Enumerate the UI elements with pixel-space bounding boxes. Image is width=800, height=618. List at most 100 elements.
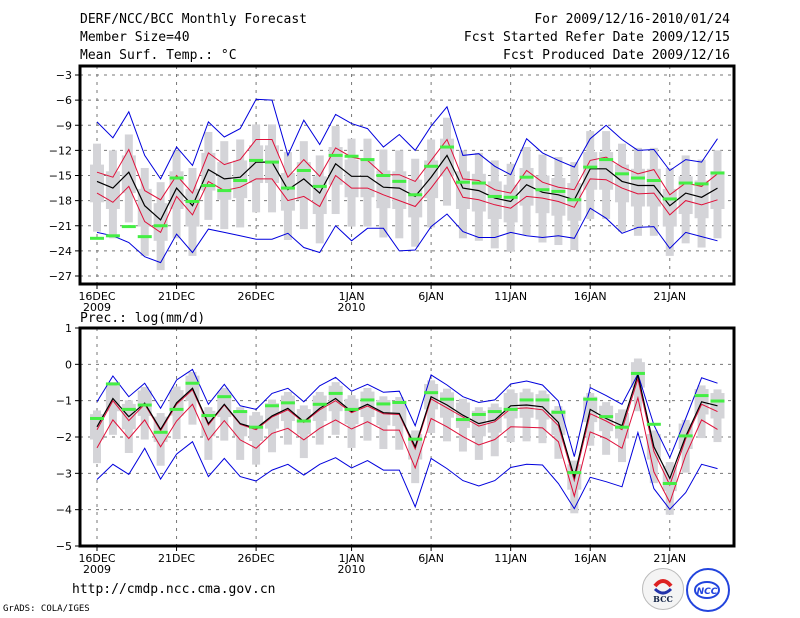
precip-axis-title: Prec.: log(mm/d): [80, 311, 205, 326]
x-tick-year-label: 2009: [83, 301, 111, 314]
observed-marker: [535, 188, 550, 192]
observed-marker: [153, 430, 168, 434]
forecast-produced-date: Fcst Produced Date 2009/12/16: [503, 48, 730, 63]
observed-marker: [487, 194, 502, 198]
observed-marker: [424, 164, 439, 168]
y-tick-label: −1: [56, 395, 72, 408]
ensemble-box: [296, 162, 311, 200]
observed-marker: [615, 425, 630, 429]
y-tick-label: −18: [49, 195, 72, 208]
ensemble-box: [503, 184, 518, 223]
observed-marker: [201, 184, 216, 188]
y-tick-label: −9: [56, 119, 72, 132]
y-tick-label: −21: [49, 220, 72, 233]
observed-marker: [471, 412, 486, 416]
observed-marker: [296, 419, 311, 423]
x-tick-year-label: 2010: [338, 301, 366, 314]
observed-marker: [90, 236, 104, 240]
ncc-logo: NCC: [686, 568, 730, 612]
observed-marker: [424, 391, 439, 395]
x-tick-label: 6JAN: [418, 552, 444, 565]
x-tick-year-label: 2009: [83, 563, 111, 576]
forecast-start-date: Fcst Started Refer Date 2009/12/15: [463, 30, 730, 45]
series-mean-line: [96, 154, 718, 221]
ensemble-box: [583, 152, 598, 190]
ensemble-box: [535, 175, 550, 214]
observed-marker: [201, 414, 216, 418]
ensemble-box: [90, 164, 104, 203]
source-url[interactable]: http://cmdp.ncc.cma.gov.cn: [72, 582, 276, 597]
observed-marker: [662, 197, 677, 201]
observed-marker: [185, 199, 200, 203]
x-tick-label: 11JAN: [494, 290, 527, 303]
observed-marker: [615, 172, 630, 176]
observed-marker: [519, 175, 534, 179]
ensemble-box: [121, 155, 136, 194]
observed-marker: [217, 395, 232, 399]
observed-marker: [630, 176, 645, 180]
observed-marker: [710, 171, 725, 175]
observed-marker: [360, 398, 375, 402]
observed-marker: [121, 225, 136, 229]
observed-marker: [344, 407, 359, 411]
observed-marker: [471, 181, 486, 185]
observed-marker: [503, 195, 518, 199]
series-min-line: [96, 430, 718, 511]
observed-marker: [280, 186, 295, 190]
series-mean-line: [96, 372, 718, 480]
ensemble-box: [105, 171, 120, 209]
observed-marker: [312, 402, 327, 406]
observed-marker: [296, 168, 311, 172]
y-tick-label: −27: [49, 270, 72, 283]
variable-label: Mean Surf. Temp.: °C: [80, 48, 237, 63]
observed-marker: [328, 391, 343, 395]
y-tick-label: −2: [56, 431, 72, 444]
observed-marker: [360, 158, 375, 162]
plot-frame: [78, 326, 736, 548]
ensemble-box: [599, 152, 614, 190]
observed-marker: [185, 381, 200, 385]
series-min-line: [96, 207, 718, 264]
observed-marker: [646, 422, 661, 426]
x-tick-label: 11JAN: [494, 552, 527, 565]
y-tick-label: −6: [56, 94, 72, 107]
observed-marker: [392, 400, 407, 404]
observed-marker: [265, 160, 280, 164]
observed-marker: [169, 176, 184, 180]
observed-marker: [440, 397, 455, 401]
y-tick-label: −4: [56, 504, 72, 517]
observed-marker: [551, 189, 566, 193]
observed-marker: [328, 153, 343, 157]
observed-marker: [312, 184, 327, 188]
observed-marker: [710, 399, 725, 403]
ensemble-box: [615, 164, 630, 203]
observed-marker: [567, 198, 582, 202]
y-tick-label: −12: [49, 144, 72, 157]
observed-marker: [678, 181, 693, 185]
observed-marker: [487, 410, 502, 414]
forecast-period: For 2009/12/16-2010/01/24: [534, 12, 730, 27]
series-upper-line: [96, 138, 718, 201]
observed-marker: [137, 403, 152, 407]
ensemble-box: [249, 145, 264, 184]
observed-marker: [535, 398, 550, 402]
observed-marker: [630, 371, 645, 375]
ensemble-box: [694, 180, 709, 219]
observed-marker: [599, 415, 614, 419]
observed-marker: [265, 404, 280, 408]
y-tick-label: 0: [65, 358, 72, 371]
ensemble-box: [217, 162, 232, 200]
observed-marker: [408, 437, 423, 441]
observed-marker: [344, 154, 359, 158]
x-tick-label: 16DEC: [78, 290, 115, 303]
observed-marker: [694, 394, 709, 398]
bcc-logo-text: BCC: [653, 594, 673, 604]
plot-frame: [78, 64, 736, 286]
observed-marker: [233, 410, 248, 414]
observed-marker: [217, 189, 232, 193]
x-tick-label: 6JAN: [418, 290, 444, 303]
x-tick-label: 16DEC: [78, 552, 115, 565]
ensemble-box: [280, 172, 295, 211]
